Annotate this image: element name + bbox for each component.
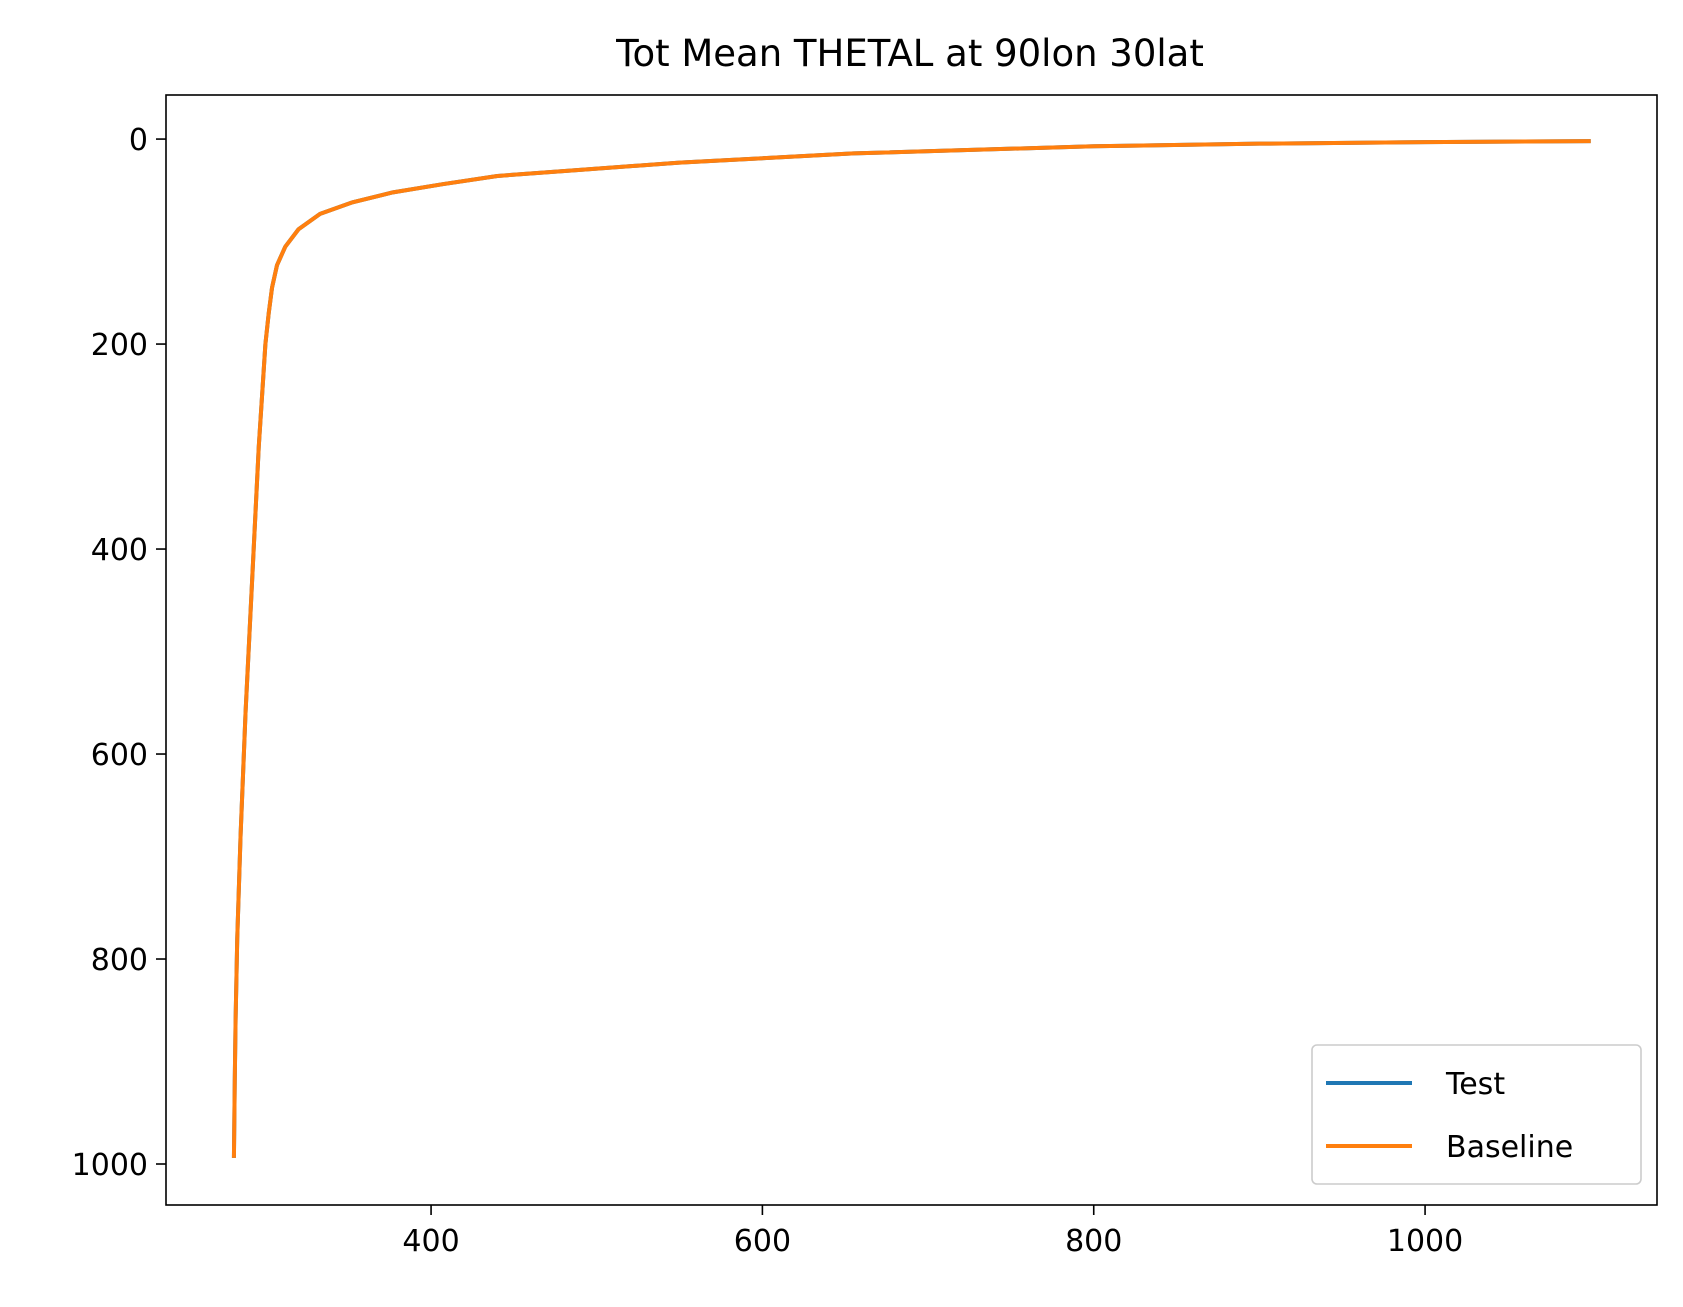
legend: Test Baseline bbox=[1311, 1044, 1642, 1185]
series-layer bbox=[231, 139, 1591, 1158]
x-tick-label: 1000 bbox=[1387, 1224, 1463, 1259]
y-tick-label: 0 bbox=[129, 123, 148, 158]
plot-frame bbox=[165, 94, 1658, 1206]
chart-title: Tot Mean THETAL at 90lon 30lat bbox=[615, 32, 1204, 75]
y-tick-label: 400 bbox=[91, 533, 148, 568]
y-tick-label: 600 bbox=[91, 738, 148, 773]
legend-label-test: Test bbox=[1445, 1067, 1505, 1102]
legend-label-baseline: Baseline bbox=[1446, 1130, 1573, 1165]
y-axis: 0 200 400 600 800 1000 bbox=[72, 123, 166, 1183]
x-tick-label: 600 bbox=[734, 1224, 791, 1259]
legend-box bbox=[1311, 1044, 1642, 1185]
y-tick-label: 1000 bbox=[72, 1148, 148, 1183]
x-tick-label: 400 bbox=[402, 1224, 459, 1259]
x-tick-label: 800 bbox=[1065, 1224, 1122, 1259]
y-tick-label: 200 bbox=[91, 328, 148, 363]
x-axis: 400 600 800 1000 bbox=[402, 1205, 1463, 1259]
series-line-baseline bbox=[231, 139, 1591, 1158]
y-tick-label: 800 bbox=[91, 943, 148, 978]
